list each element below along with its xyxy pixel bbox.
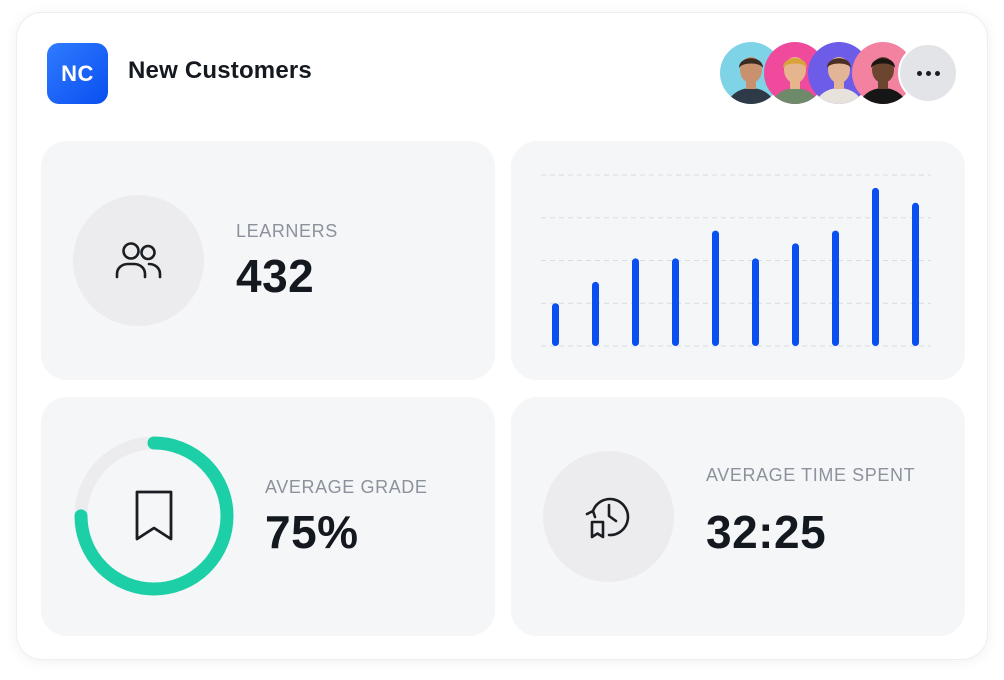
- average-grade-label: AVERAGE GRADE: [265, 477, 428, 497]
- average-grade-tile: AVERAGE GRADE 75%: [41, 397, 495, 636]
- chart-bar: [552, 303, 559, 346]
- time-icon-circle: [543, 451, 674, 582]
- new-customers-card: NC New Customers LEARNERS 432 AVERAGE GR: [16, 12, 988, 660]
- clock-history-icon: [585, 497, 629, 538]
- average-time-value: 32:25: [706, 506, 827, 558]
- learners-value: 432: [236, 250, 315, 302]
- card-title: New Customers: [128, 57, 312, 84]
- chart-bar: [752, 258, 759, 346]
- team-logo-text: NC: [61, 60, 94, 86]
- member-avatars: [720, 42, 960, 104]
- chart-bar: [592, 281, 599, 346]
- bookmark-icon: [135, 490, 173, 541]
- learners-icon-circle: [73, 195, 204, 326]
- avatar-4[interactable]: [852, 42, 914, 104]
- grade-progress-ring: [74, 436, 234, 596]
- chart-bar: [792, 243, 799, 346]
- chart-bar: [912, 202, 919, 346]
- more-horizontal-icon: [916, 70, 940, 76]
- chart-bar: [832, 230, 839, 346]
- chart-bar: [672, 258, 679, 346]
- average-grade-value: 75%: [265, 506, 359, 558]
- team-logo: NC: [47, 43, 108, 104]
- average-time-label: AVERAGE TIME SPENT: [706, 465, 916, 485]
- chart-bar: [712, 230, 719, 346]
- average-time-tile: AVERAGE TIME SPENT 32:25: [511, 397, 965, 636]
- learners-label: LEARNERS: [236, 221, 338, 241]
- chart-bar: [872, 187, 879, 346]
- users-icon: [115, 241, 161, 278]
- activity-bar-chart: [541, 174, 931, 347]
- grade-ring-fill: [74, 436, 234, 596]
- chart-bar: [632, 258, 639, 346]
- activity-chart-tile: [511, 141, 965, 380]
- learners-tile: LEARNERS 432: [41, 141, 495, 380]
- more-button[interactable]: [898, 43, 958, 103]
